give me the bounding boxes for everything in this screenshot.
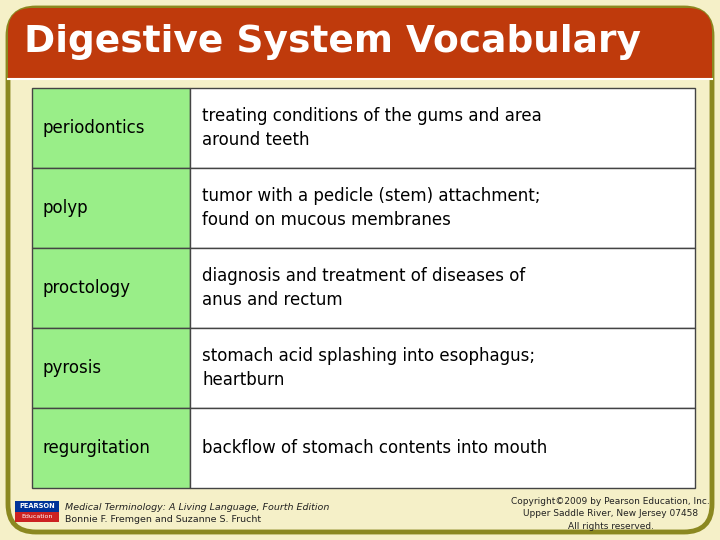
Text: Digestive System Vocabulary: Digestive System Vocabulary: [24, 24, 641, 60]
Text: stomach acid splashing into esophagus;
heartburn: stomach acid splashing into esophagus; h…: [202, 347, 535, 389]
Bar: [190, 408, 695, 488]
Bar: [190, 168, 695, 248]
Bar: [32, 408, 190, 488]
Text: periodontics: periodontics: [42, 119, 145, 137]
Bar: [15, 512, 59, 522]
Bar: [32, 248, 190, 328]
Text: polyp: polyp: [42, 199, 88, 217]
Bar: [32, 328, 190, 408]
Bar: [32, 88, 190, 168]
Bar: [32, 168, 190, 248]
Text: diagnosis and treatment of diseases of
anus and rectum: diagnosis and treatment of diseases of a…: [202, 267, 526, 309]
Bar: [190, 328, 695, 408]
Text: Medical Terminology: A Living Language, Fourth Edition: Medical Terminology: A Living Language, …: [65, 503, 329, 512]
Bar: [8, 39, 712, 80]
FancyBboxPatch shape: [8, 8, 712, 80]
Bar: [15, 501, 59, 512]
Text: Education: Education: [22, 515, 53, 519]
Bar: [190, 248, 695, 328]
Text: PEARSON: PEARSON: [19, 503, 55, 510]
Text: Bonnie F. Fremgen and Suzanne S. Frucht: Bonnie F. Fremgen and Suzanne S. Frucht: [65, 515, 261, 523]
Text: Copyright©2009 by Pearson Education, Inc.
Upper Saddle River, New Jersey 07458
A: Copyright©2009 by Pearson Education, Inc…: [511, 497, 710, 531]
Text: treating conditions of the gums and area
around teeth: treating conditions of the gums and area…: [202, 107, 541, 149]
Bar: [190, 88, 695, 168]
FancyBboxPatch shape: [8, 8, 712, 532]
Text: backflow of stomach contents into mouth: backflow of stomach contents into mouth: [202, 439, 547, 457]
Text: tumor with a pedicle (stem) attachment;
found on mucous membranes: tumor with a pedicle (stem) attachment; …: [202, 187, 541, 229]
Text: regurgitation: regurgitation: [42, 439, 150, 457]
Text: proctology: proctology: [42, 279, 130, 297]
Text: pyrosis: pyrosis: [42, 359, 101, 377]
